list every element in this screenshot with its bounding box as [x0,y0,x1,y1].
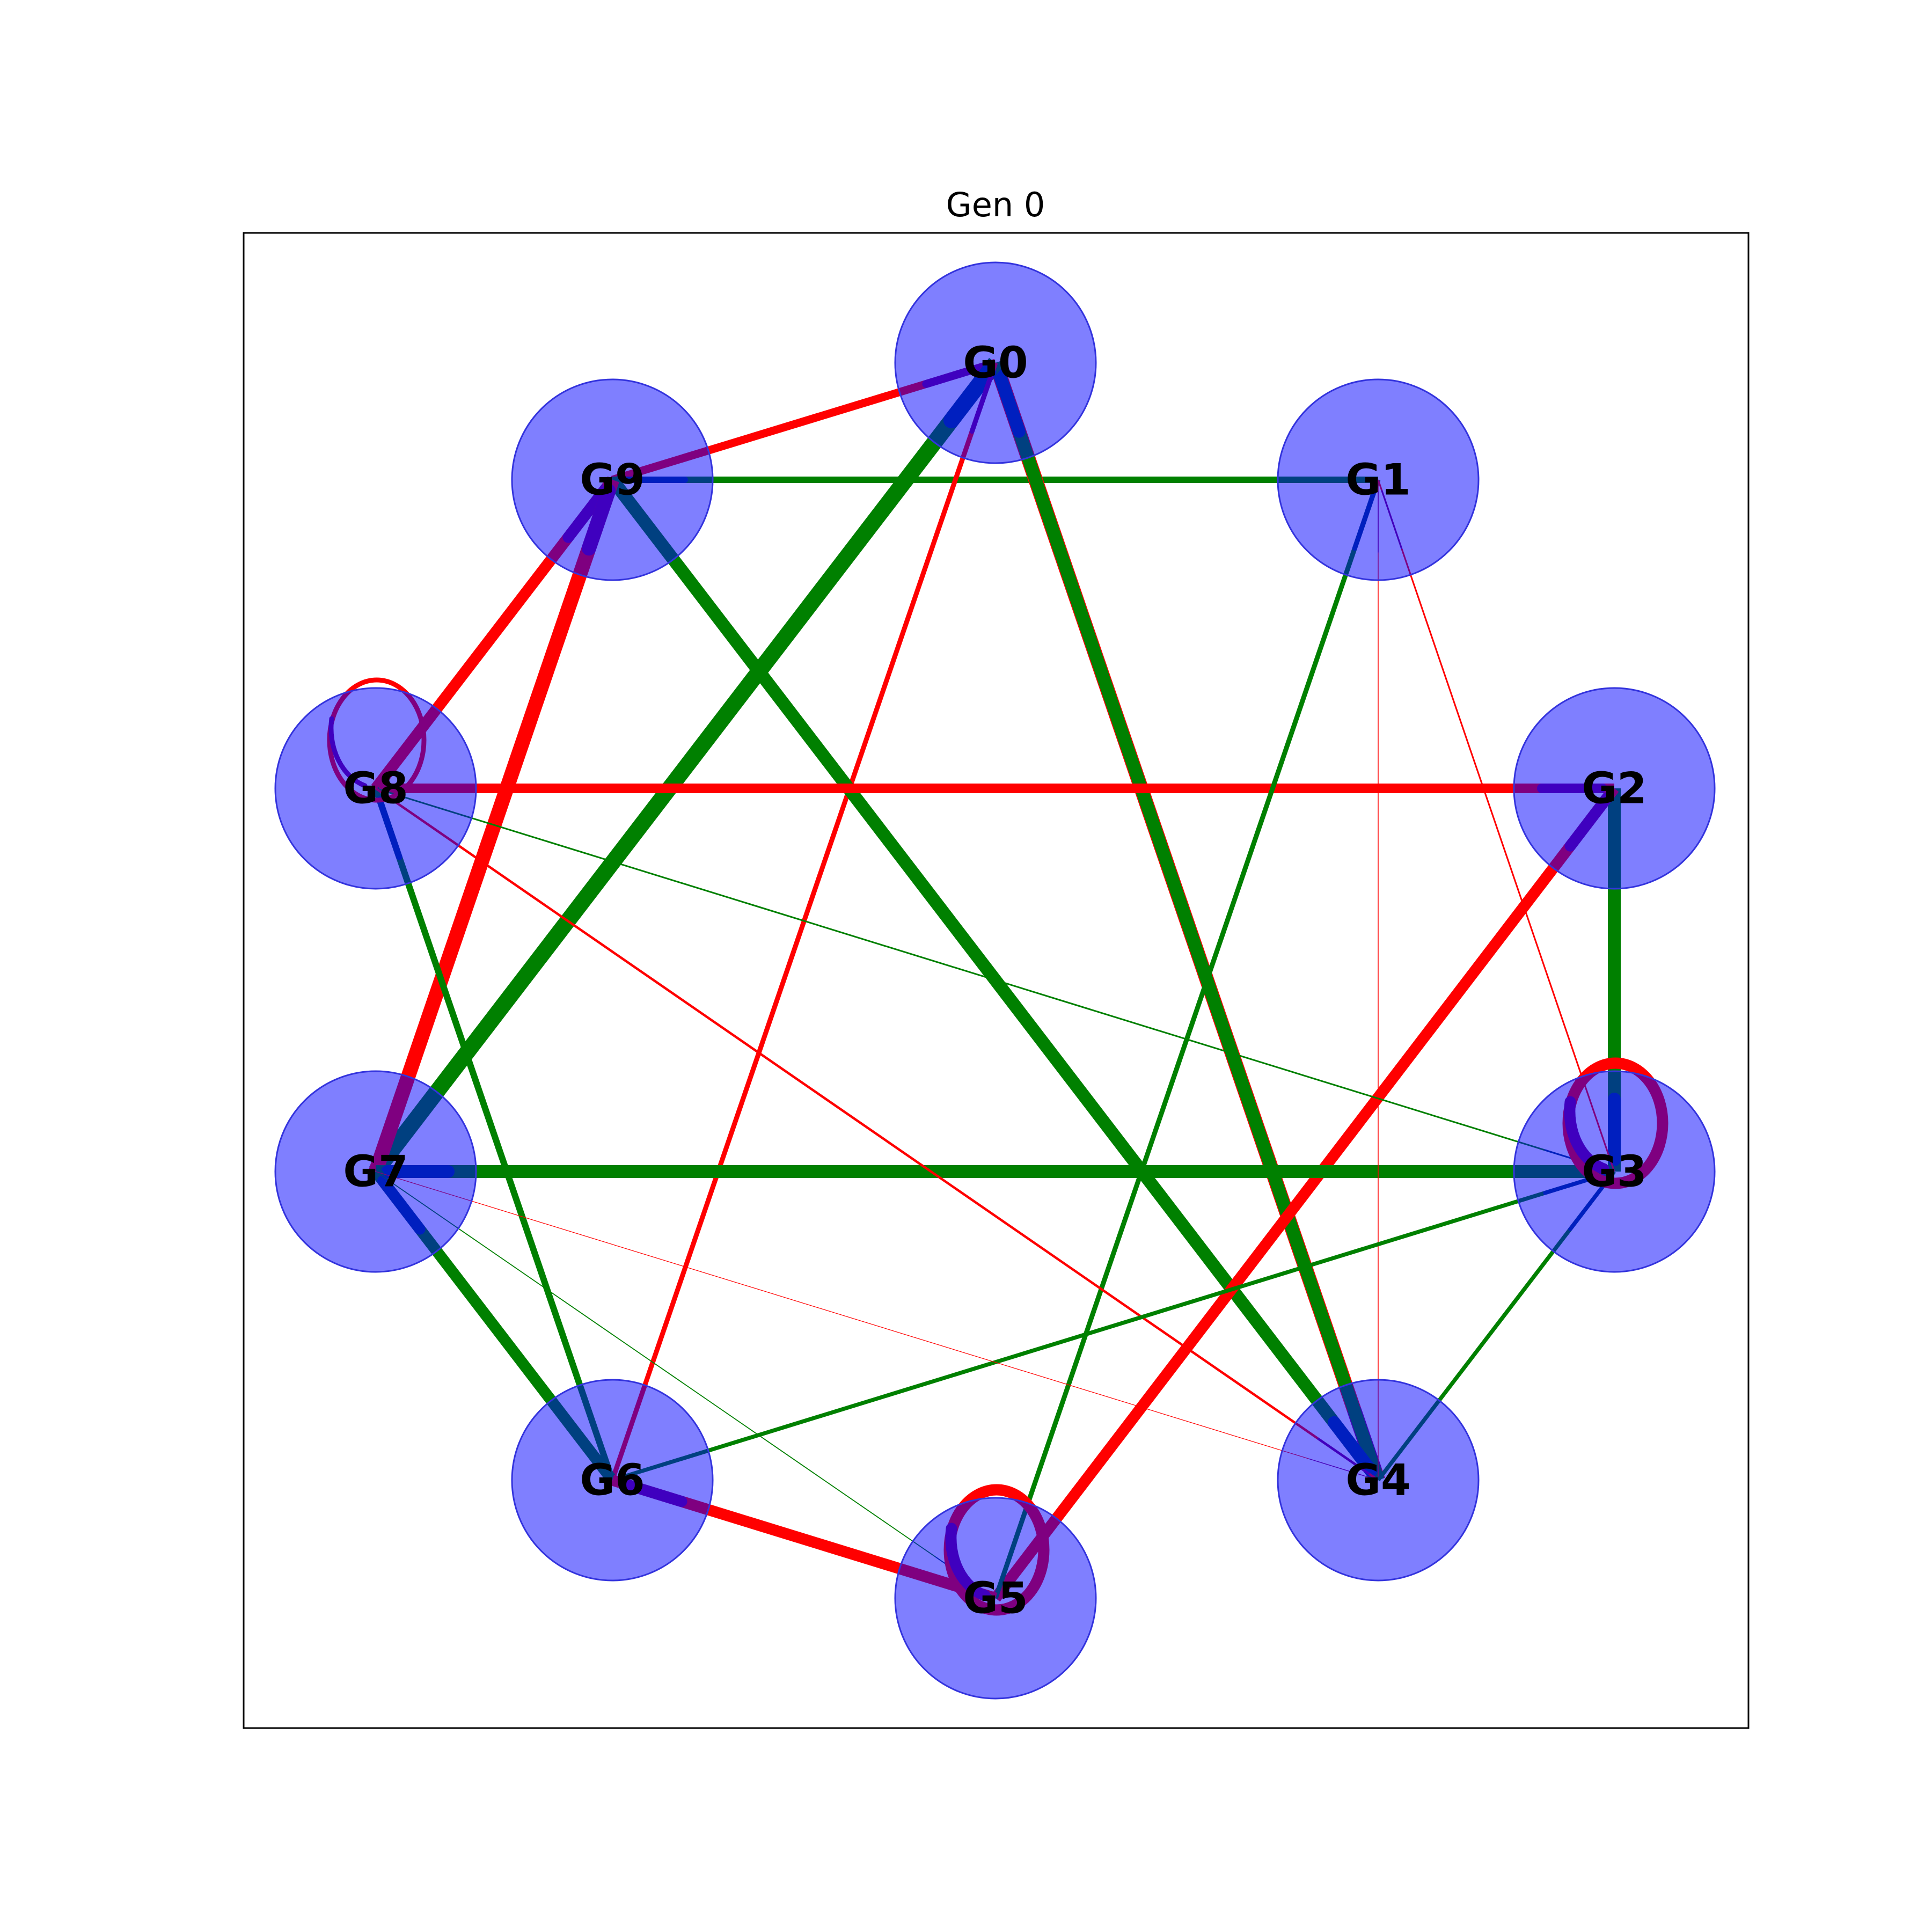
edge-g7-g0 [369,357,1002,1177]
node-g3 [1513,1070,1716,1273]
node-g9 [511,378,714,581]
edge-g3-g1 [1377,479,1615,1172]
edge-g6-g8 [372,787,616,1481]
edge-g8-g3 [375,787,1615,1173]
node-label-g6: G6 [580,1455,645,1505]
node-g5 [894,1497,1097,1700]
edge-g8-g4 [375,787,1379,1481]
node-g2 [1513,687,1716,890]
node-label-g8: G8 [343,764,408,814]
edge-g5-g2 [991,785,1619,1602]
labels-layer: G0 G1 G2 G3 G4 G5 G6 G7 G8 G9 [343,338,1646,1623]
node-label-g3: G3 [1582,1147,1646,1197]
node-label-g9: G9 [580,455,645,505]
node-g1 [1277,378,1480,581]
nodes-layer [274,261,1716,1700]
node-label-g7: G7 [343,1147,408,1197]
graph-title: Gen 0 [946,185,1045,224]
node-g7 [274,1070,477,1273]
edge-g7-g5 [375,1171,996,1599]
node-label-g1: G1 [1345,455,1410,505]
node-g8 [274,687,477,890]
node-label-g4: G4 [1345,1455,1410,1505]
node-g4 [1277,1379,1480,1582]
node-g6 [511,1379,714,1582]
plot-frame [243,232,1750,1729]
node-g0 [894,261,1097,464]
edge-g6-g3 [611,1169,1615,1482]
edge-g7-g4 [375,1171,1379,1481]
node-label-g2: G2 [1582,764,1646,814]
edge-g4-g0 [989,361,1385,1482]
node-label-g0: G0 [963,338,1028,388]
node-label-g5: G5 [963,1574,1028,1623]
